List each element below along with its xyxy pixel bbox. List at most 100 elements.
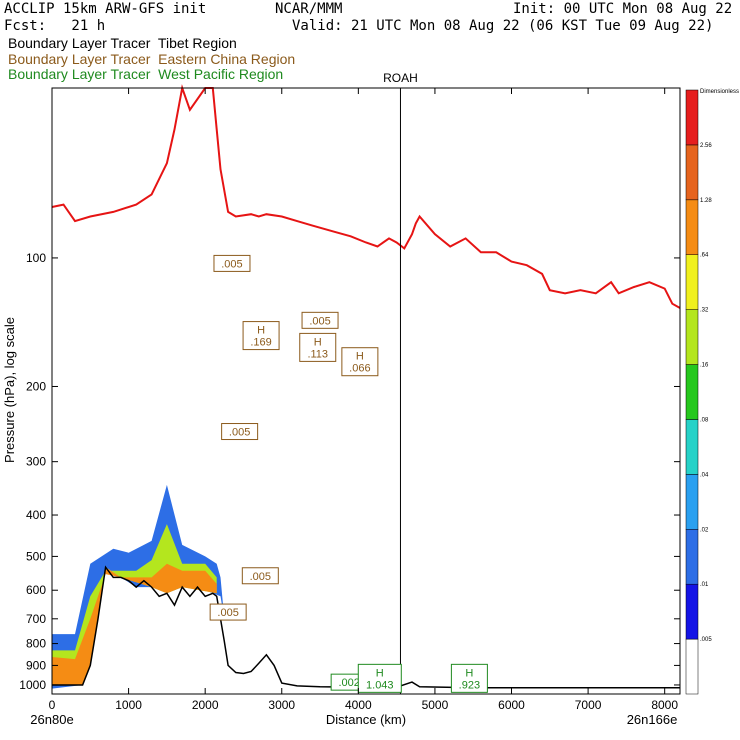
colorbar-swatch (685, 364, 699, 420)
contour-label-box (357, 663, 402, 693)
contour-label-box (221, 423, 259, 441)
colorbar-swatch (685, 529, 699, 585)
contour-label-text: .066 (349, 363, 370, 375)
tracer-legend-eastern-china: Boundary Layer Tracer Eastern China Regi… (8, 51, 296, 67)
x-tick-label: 5000 (422, 698, 449, 712)
colorbar-level-label: .02 (700, 527, 709, 533)
colorbar-level-label: 2.56 (700, 143, 712, 149)
contour-label-text: .169 (250, 337, 271, 349)
valid-time: Valid: 21 UTC Mon 08 Aug 22 (06 KST Tue … (292, 18, 714, 34)
colorbar: .005 .01 .02 .04 .08 .16 .32 .64 1.28 2.56 Dimensi… (685, 89, 739, 695)
contour-label-2: .005 (301, 311, 339, 329)
contour-label-box (213, 254, 251, 272)
y-tick-label: 200 (26, 379, 46, 393)
contour-label-1: H.169 (242, 321, 280, 351)
colorbar-level-label: .08 (700, 417, 709, 423)
tracer-legend-tibet: Boundary Layer Tracer Tibet Region (8, 35, 237, 51)
contour-label-text: .005 (229, 427, 250, 439)
y-tick-label: 100 (26, 251, 46, 265)
contour-label-text: .923 (459, 679, 480, 691)
colorbar-swatch (685, 144, 699, 201)
colorbar-swatch (685, 89, 699, 146)
colorbar-swatch (685, 638, 699, 695)
y-tick-label: 1000 (19, 678, 46, 692)
roah-marker-label: ROAH (383, 71, 418, 85)
contour-label-text: H (376, 667, 384, 679)
x-tick-label: 2000 (192, 698, 219, 712)
colorbar-swatch (685, 309, 699, 365)
model-title: ACCLIP 15km ARW-GFS init (4, 1, 207, 17)
contour-label-7: .005 (209, 603, 247, 621)
colorbar-level-label: .16 (700, 363, 709, 369)
contour-label-text: 1.043 (366, 679, 394, 691)
colorbar-level-label: .04 (700, 472, 709, 478)
contour-label-box (242, 321, 280, 351)
y-tick-label: 500 (26, 549, 46, 563)
contour-label-text: .005 (217, 607, 238, 619)
y-axis-label: Pressure (hPa), log scale (2, 317, 17, 463)
contour-label-box (241, 567, 279, 585)
axes-group: 0 1000 2000 3000 4000 5000 6000 7000 80001002003… (19, 88, 680, 712)
contour-label-6: .005 (241, 567, 279, 585)
contour-label-box (450, 663, 488, 693)
tibet-tracer-fill-group (52, 484, 225, 689)
colorbar-swatch (685, 199, 699, 255)
colorbar-swatch (685, 474, 699, 530)
colorbar-level-label: .01 (700, 582, 709, 588)
contour-label-text: H (257, 325, 265, 337)
tracer-legend-west-pacific: Boundary Layer Tracer West Pacific Regio… (8, 66, 284, 82)
contour-label-9: H1.043 (357, 663, 402, 693)
x-axis-label: Distance (km) (326, 712, 406, 727)
terrain-line (52, 565, 680, 689)
colorbar-level-label: .005 (700, 637, 712, 643)
contour-label-4: H.066 (341, 347, 379, 377)
colorbar-level-label: .64 (700, 253, 709, 259)
tropopause-line (51, 84, 681, 309)
y-tick-label: 800 (26, 637, 46, 651)
contour-label-5: .005 (221, 423, 259, 441)
contour-label-text: .002 (338, 677, 359, 689)
contour-label-box (209, 603, 247, 621)
endpoint-left: 26n80e (30, 712, 73, 727)
x-tick-label: 7000 (575, 698, 602, 712)
contour-label-box (341, 347, 379, 377)
contour-label-box (301, 311, 339, 329)
tibet-fill-2 (52, 563, 217, 685)
x-tick-label: 6000 (498, 698, 525, 712)
contour-label-10: H.923 (450, 663, 488, 693)
forecast-hour: Fcst: 21 h (4, 18, 106, 34)
contour-label-3: H.113 (299, 332, 337, 362)
colorbar-swatch (685, 254, 699, 310)
y-tick-label: 900 (26, 658, 46, 672)
endpoint-right: 26n166e (627, 712, 678, 727)
x-tick-label: 0 (49, 698, 56, 712)
x-tick-label: 4000 (345, 698, 372, 712)
x-tick-label: 3000 (268, 698, 295, 712)
org-label: NCAR/MMM (275, 1, 343, 17)
init-time: Init: 00 UTC Mon 08 Aug 22 (513, 1, 733, 17)
colorbar-level-label: .32 (700, 308, 709, 314)
y-tick-label: 400 (26, 508, 46, 522)
line-group: ROAH (51, 71, 681, 694)
contour-label-text: .113 (307, 348, 328, 360)
colorbar-swatch (685, 419, 699, 475)
contour-label-box (299, 332, 337, 362)
x-tick-label: 8000 (651, 698, 678, 712)
contour-label-0: .005 (213, 254, 251, 272)
y-tick-label: 300 (26, 455, 46, 469)
colorbar-level-label: 1.28 (700, 198, 712, 204)
y-tick-label: 700 (26, 612, 46, 626)
plot-frame (51, 87, 681, 695)
contour-label-text: H (465, 667, 473, 679)
contour-label-text: .005 (250, 571, 271, 583)
contour-label-text: H (314, 336, 322, 348)
contour-label-text: H (356, 351, 364, 363)
y-tick-label: 600 (26, 583, 46, 597)
tibet-fill-0 (52, 484, 225, 689)
colorbar-swatch (685, 583, 699, 640)
contour-label-text: .005 (221, 258, 242, 270)
contour-label-text: .005 (309, 315, 330, 327)
x-tick-label: 1000 (115, 698, 142, 712)
